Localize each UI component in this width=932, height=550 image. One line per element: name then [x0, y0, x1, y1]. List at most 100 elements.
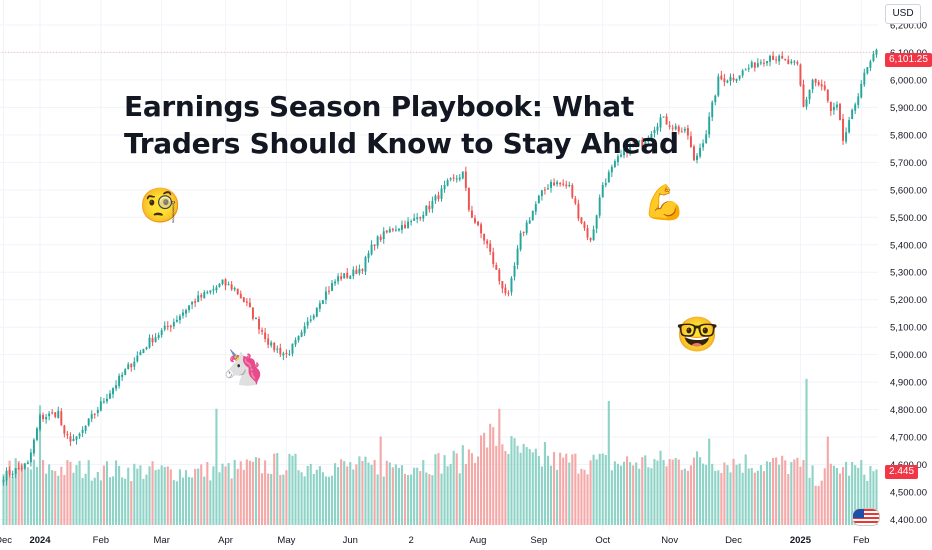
candle-body — [361, 269, 364, 271]
x-tick-label: 2 — [408, 535, 413, 546]
candle-body — [407, 221, 410, 229]
volume-bar — [75, 465, 78, 525]
candle-body — [537, 195, 540, 204]
volume-bar — [753, 472, 756, 525]
us-flag-icon[interactable] — [852, 508, 880, 526]
currency-label[interactable]: USD — [885, 4, 921, 24]
candle-body — [248, 302, 251, 308]
volume-bar — [562, 457, 565, 525]
volume-bar — [443, 455, 446, 525]
candle-body — [832, 106, 835, 111]
candle-body — [519, 233, 522, 250]
candle-body — [355, 269, 358, 275]
candle-body — [160, 330, 163, 335]
candle-body — [245, 301, 248, 303]
candle-body — [653, 130, 656, 134]
candle-body — [154, 337, 157, 342]
candle-body — [102, 401, 105, 403]
volume-bar — [513, 438, 516, 525]
candle-body — [11, 473, 14, 476]
volume-bar — [632, 465, 635, 525]
volume-bar — [200, 464, 203, 525]
candle-body — [291, 343, 294, 354]
volume-bar — [698, 457, 702, 525]
candle-body — [477, 221, 479, 226]
volume-bar — [489, 423, 492, 525]
candle-body — [583, 222, 586, 228]
volume-bar — [446, 466, 449, 525]
candle-body — [805, 99, 808, 107]
volume-bar — [732, 458, 735, 525]
volume-bar — [571, 454, 574, 525]
candle-body — [775, 59, 778, 61]
volume-bar — [175, 481, 178, 525]
volume-bar — [373, 459, 376, 525]
x-tick-label: Oct — [595, 535, 610, 546]
x-tick-label: Feb — [853, 535, 869, 546]
volume-bar — [452, 450, 455, 525]
y-tick-label: 5,800.00 — [890, 130, 927, 141]
x-tick-label: May — [277, 535, 295, 546]
volume-bar — [449, 463, 452, 525]
volume-bar — [400, 465, 404, 525]
candle-body — [601, 184, 604, 198]
candle-body — [218, 283, 221, 288]
candle-body — [373, 244, 376, 246]
candle-body — [437, 195, 440, 200]
volume-bar — [540, 466, 543, 525]
candle-body — [817, 82, 820, 85]
volume-bar — [823, 468, 826, 525]
candle-body — [391, 228, 394, 231]
y-tick-label: 4,700.00 — [890, 433, 927, 444]
volume-bar — [99, 480, 102, 525]
volume-bar — [668, 459, 671, 525]
x-tick-label: 2025 — [790, 535, 812, 546]
candle-body — [273, 342, 276, 351]
volume-bar — [267, 473, 270, 525]
volume-bar — [702, 463, 705, 525]
volume-bar — [5, 473, 8, 525]
volume-bar — [136, 468, 139, 525]
candle-body — [136, 355, 139, 362]
volume-bar — [169, 469, 172, 525]
volume-bar — [367, 462, 370, 525]
candle-body — [191, 301, 194, 305]
volume-bar — [619, 465, 623, 525]
candle-body — [470, 210, 473, 218]
candle-body — [811, 79, 814, 90]
volume-bar — [66, 460, 69, 525]
candle-body — [172, 322, 175, 327]
volume-bar — [841, 467, 845, 525]
volume-bar — [796, 457, 799, 525]
volume-bar — [613, 461, 616, 525]
candle-body — [556, 182, 559, 185]
volume-bar — [747, 468, 750, 525]
candle-body — [680, 131, 683, 133]
volume-bar — [78, 460, 81, 525]
volume-bar — [254, 457, 258, 525]
x-tick-label: Sep — [530, 535, 547, 546]
candle-body — [23, 463, 26, 469]
volume-bar — [659, 450, 662, 525]
volume-bar — [866, 480, 869, 525]
candle-body — [823, 85, 826, 90]
candle-body — [851, 109, 854, 120]
volume-bar — [495, 445, 498, 525]
volume-bar — [625, 456, 629, 525]
volume-bar — [291, 455, 294, 525]
candle-body — [835, 104, 838, 108]
volume-bar — [464, 464, 467, 525]
candle-body — [410, 221, 413, 223]
candle-body — [510, 277, 513, 293]
volume-bar — [854, 465, 857, 525]
volume-bar — [835, 467, 839, 525]
candle-body — [641, 140, 644, 147]
volume-bar — [45, 473, 48, 525]
y-tick-label: 5,900.00 — [890, 103, 927, 114]
volume-bar — [556, 469, 559, 525]
candle-body — [221, 279, 224, 284]
candle-body — [282, 353, 285, 356]
headline-line-2: Traders Should Know to Stay Ahead — [124, 127, 679, 160]
